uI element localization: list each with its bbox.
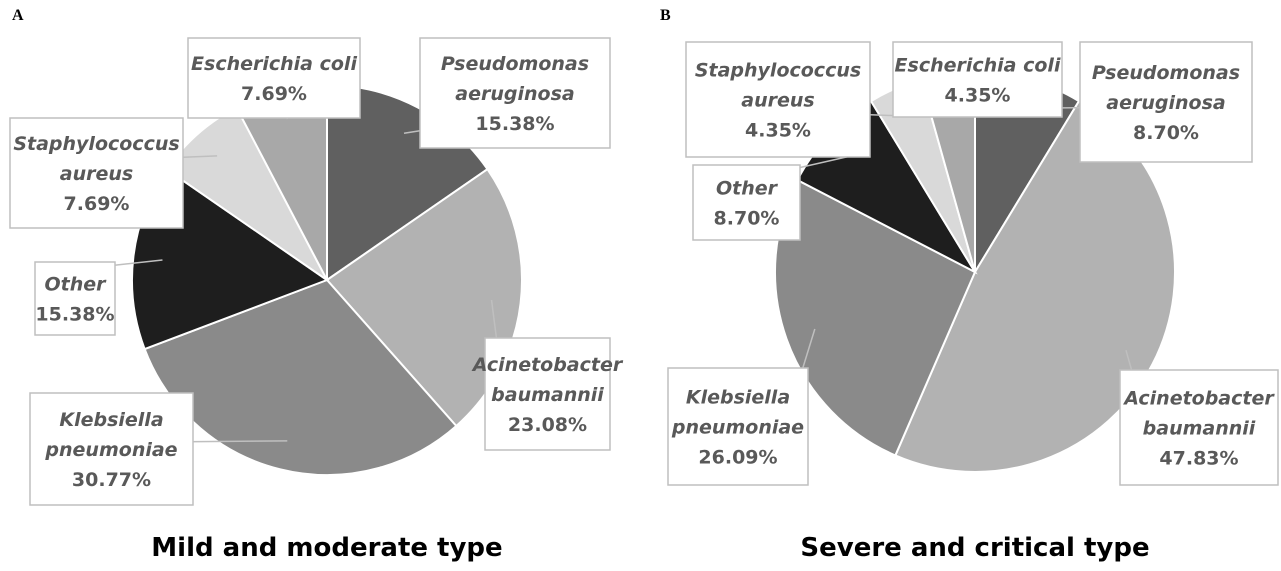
callout-leader xyxy=(490,299,498,344)
data-label: 26.09% xyxy=(698,447,777,469)
data-label: 47.83% xyxy=(1159,448,1238,470)
callout-box xyxy=(685,41,871,158)
callout-name: Acinetobacter baumannii xyxy=(471,354,624,406)
callout-box xyxy=(187,37,361,119)
callout-name: Escherichia coli xyxy=(191,53,357,75)
callout-leader xyxy=(794,155,851,170)
callout-box xyxy=(484,337,611,451)
callout-name: Other xyxy=(716,178,779,200)
callout-name: Escherichia coli xyxy=(895,55,1061,77)
data-label: 4.35% xyxy=(745,120,811,142)
callout-name: Klebsiella pneumoniae xyxy=(671,387,804,439)
callout-box xyxy=(692,164,801,241)
callout-name: Pseudomonas aeruginosa xyxy=(1092,62,1240,114)
data-label: 4.35% xyxy=(945,85,1011,107)
data-label: 15.38% xyxy=(35,304,114,326)
callout-box xyxy=(892,41,1063,118)
callout-box xyxy=(29,392,194,506)
callout-name: Staphylococcus aureus xyxy=(13,133,179,185)
callout-name: Pseudomonas aeruginosa xyxy=(441,53,589,105)
panel-label: B xyxy=(660,7,671,24)
callout-leader xyxy=(110,259,163,267)
callout-box xyxy=(34,261,116,336)
callout-box xyxy=(1119,369,1279,486)
callout-box xyxy=(667,367,809,486)
chart-title: Severe and critical type xyxy=(800,533,1149,563)
pie-slice xyxy=(325,167,523,428)
callout-name: Staphylococcus aureus xyxy=(695,60,861,112)
callout-name: Acinetobacter baumannii xyxy=(1122,388,1275,440)
callout-box xyxy=(419,37,611,149)
callout-leader xyxy=(800,328,816,375)
callout-leader xyxy=(184,440,288,443)
data-label: 8.70% xyxy=(1133,122,1199,144)
data-label: 30.77% xyxy=(72,469,151,491)
panel-label: A xyxy=(12,7,24,24)
callout-box xyxy=(1079,41,1253,163)
callout-box xyxy=(9,117,184,229)
pie-slice xyxy=(143,278,458,476)
data-label: 7.69% xyxy=(64,193,130,215)
data-label: 8.70% xyxy=(714,208,780,230)
data-label: 7.69% xyxy=(241,83,307,105)
data-label: 23.08% xyxy=(508,414,587,436)
callout-name: Other xyxy=(44,274,107,296)
data-label: 15.38% xyxy=(475,113,554,135)
chart-title: Mild and moderate type xyxy=(151,533,502,563)
callout-name: Klebsiella pneumoniae xyxy=(44,409,177,461)
